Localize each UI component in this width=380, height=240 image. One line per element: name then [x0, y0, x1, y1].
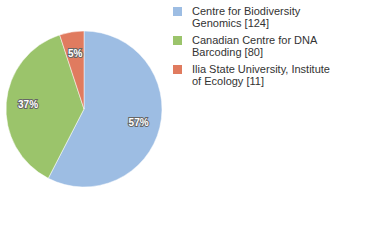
- legend-line: of Ecology [11]: [192, 75, 264, 87]
- legend-line: Ilia State University, Institute: [192, 63, 330, 75]
- legend-label: Ilia State University, Instituteof Ecolo…: [192, 63, 330, 87]
- legend-label: Canadian Centre for DNABarcoding [80]: [192, 34, 318, 58]
- legend-swatch: [173, 36, 182, 45]
- pie: 57% 37% 5%: [6, 31, 162, 187]
- legend-line: Canadian Centre for DNA: [192, 34, 318, 46]
- legend-swatch: [173, 65, 182, 74]
- legend-label: Centre for BiodiversityGenomics [124]: [192, 5, 301, 29]
- data-label: 37%: [18, 99, 38, 110]
- legend-swatch: [173, 7, 182, 16]
- data-label: 57%: [129, 117, 149, 128]
- pie-slice: [60, 31, 84, 109]
- legend-line: Centre for Biodiversity: [192, 5, 301, 17]
- pie-slice: [6, 35, 84, 178]
- legend-line: Barcoding [80]: [192, 46, 263, 58]
- legend-line: Genomics [124]: [192, 17, 269, 29]
- legend: Centre for BiodiversityGenomics [124] Can…: [173, 5, 330, 87]
- chart: 57% 37% 5% Centre for BiodiversityGenomics …: [0, 0, 380, 240]
- data-label: 5%: [68, 48, 83, 59]
